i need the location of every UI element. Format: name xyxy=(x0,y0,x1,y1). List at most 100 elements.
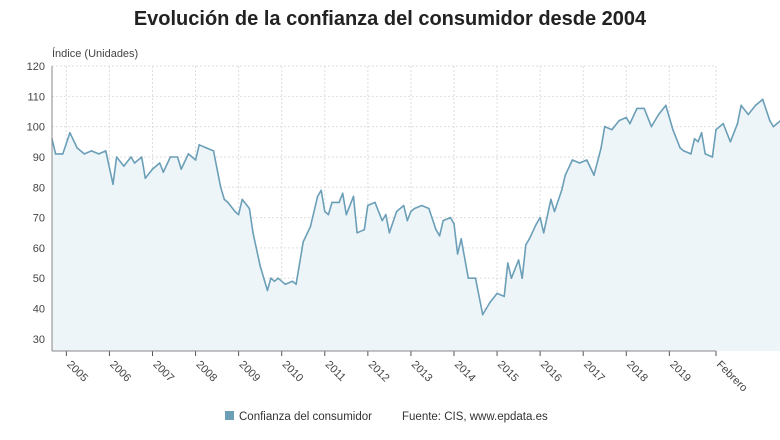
data-point xyxy=(740,104,742,107)
data-point xyxy=(711,156,714,158)
data-point xyxy=(456,253,459,255)
data-point xyxy=(130,156,132,158)
x-tick-label: 2006 xyxy=(107,359,133,385)
data-point xyxy=(90,150,93,152)
data-point xyxy=(69,131,71,134)
data-point xyxy=(133,162,136,164)
data-point xyxy=(772,125,775,128)
data-point xyxy=(460,238,463,240)
x-tick-label: 2017 xyxy=(581,359,607,385)
data-point xyxy=(754,104,757,107)
data-point xyxy=(704,153,706,155)
data-point xyxy=(227,201,229,204)
data-point xyxy=(252,232,254,234)
data-point xyxy=(76,147,78,149)
data-point xyxy=(273,280,276,283)
y-tick-label: 90 xyxy=(33,152,45,164)
x-tick-label: 2015 xyxy=(495,359,521,385)
data-point xyxy=(151,168,154,170)
series-line xyxy=(51,98,780,316)
data-point xyxy=(291,280,294,283)
legend: Confianza del consumidor Fuente: CIS, ww… xyxy=(225,411,548,423)
y-tick-label: 70 xyxy=(33,213,45,225)
data-point xyxy=(385,213,387,216)
series-area-fill xyxy=(52,99,780,351)
data-point xyxy=(578,162,581,164)
y-tick-label: 100 xyxy=(27,122,45,134)
data-point xyxy=(327,213,330,216)
data-point xyxy=(105,150,107,152)
y-tick-label: 60 xyxy=(33,243,45,255)
data-point xyxy=(467,277,470,280)
data-point xyxy=(54,153,57,155)
data-point xyxy=(700,131,703,134)
data-point xyxy=(550,198,552,201)
data-point xyxy=(761,98,764,101)
data-point xyxy=(481,313,484,316)
y-tick-label: 50 xyxy=(33,273,45,285)
data-point xyxy=(219,186,222,189)
data-point xyxy=(650,125,653,128)
data-point xyxy=(521,277,523,280)
data-point xyxy=(593,174,595,176)
data-point xyxy=(402,204,405,207)
x-tick-label: 2007 xyxy=(150,359,176,385)
data-point xyxy=(693,138,696,140)
data-point xyxy=(682,150,685,152)
data-point xyxy=(302,241,305,243)
x-tick-label: 2008 xyxy=(193,359,219,385)
data-point xyxy=(729,141,732,143)
y-tick-label: 30 xyxy=(33,334,45,346)
data-point xyxy=(496,292,498,295)
data-point xyxy=(356,232,358,234)
data-point xyxy=(180,168,182,170)
data-point xyxy=(169,156,172,158)
data-point xyxy=(722,122,724,125)
data-point xyxy=(603,125,606,128)
y-tick-label: 80 xyxy=(33,182,45,194)
x-tick-label: 2016 xyxy=(538,359,564,385)
data-point xyxy=(237,213,240,216)
data-point xyxy=(503,295,506,298)
data-point xyxy=(600,147,602,149)
data-point xyxy=(345,213,348,216)
data-point xyxy=(413,207,416,210)
data-point xyxy=(539,216,541,219)
data-point xyxy=(747,113,750,116)
data-point xyxy=(528,238,531,240)
data-point xyxy=(158,162,161,164)
data-point xyxy=(625,116,628,119)
data-point xyxy=(295,283,297,286)
data-point xyxy=(112,183,114,185)
data-point xyxy=(259,265,262,267)
data-point xyxy=(176,156,179,158)
data-point xyxy=(97,153,100,155)
y-axis-title: Índice (Unidades) xyxy=(52,47,138,60)
data-point xyxy=(320,189,323,192)
data-point xyxy=(270,277,272,280)
data-point xyxy=(194,159,197,161)
data-point xyxy=(123,165,125,167)
data-point xyxy=(679,147,681,149)
y-tick-label: 110 xyxy=(27,91,45,103)
legend-marker xyxy=(225,411,234,420)
x-tick-label: 2009 xyxy=(237,359,263,385)
data-point xyxy=(162,171,165,173)
data-point xyxy=(223,198,226,201)
data-point xyxy=(507,262,509,264)
x-tick-label: 2010 xyxy=(280,359,306,385)
data-point xyxy=(571,159,574,161)
data-point xyxy=(341,192,344,195)
x-tick-label: 2005 xyxy=(64,359,90,385)
data-point xyxy=(115,156,118,158)
data-point xyxy=(316,195,319,198)
data-point xyxy=(187,153,190,155)
data-point xyxy=(697,141,699,143)
x-tick-label: 2018 xyxy=(624,359,650,385)
x-tick-label: Febrero xyxy=(714,359,750,395)
x-tick-label: 2013 xyxy=(409,359,435,385)
data-point xyxy=(510,277,513,280)
data-point xyxy=(428,207,430,210)
x-tick-label: 2014 xyxy=(452,359,478,385)
data-point xyxy=(542,232,545,234)
